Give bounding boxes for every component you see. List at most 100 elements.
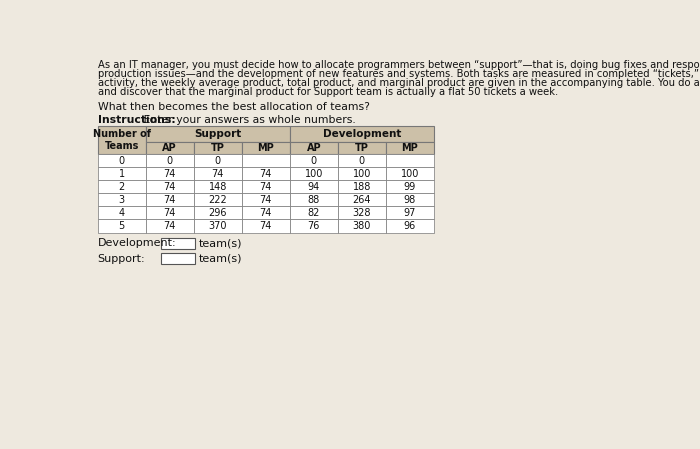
Bar <box>97 207 146 220</box>
Text: 0: 0 <box>167 155 173 166</box>
Bar <box>194 142 241 154</box>
Bar <box>194 154 241 167</box>
Text: MP: MP <box>402 143 419 153</box>
Text: 0: 0 <box>215 155 220 166</box>
Text: Development:: Development: <box>97 238 176 248</box>
Bar <box>146 220 194 233</box>
Text: 4: 4 <box>118 208 125 218</box>
Bar <box>338 220 386 233</box>
Text: 97: 97 <box>404 208 416 218</box>
Text: Enter your answers as whole numbers.: Enter your answers as whole numbers. <box>140 115 356 125</box>
Bar <box>386 220 434 233</box>
Bar <box>194 220 241 233</box>
Bar <box>290 207 338 220</box>
Text: 100: 100 <box>353 169 371 179</box>
Text: 100: 100 <box>304 169 323 179</box>
Text: TP: TP <box>355 143 369 153</box>
Text: 74: 74 <box>260 182 272 192</box>
Text: 0: 0 <box>359 155 365 166</box>
Bar <box>290 167 338 180</box>
Text: Instructions:: Instructions: <box>97 115 175 125</box>
Bar <box>161 253 195 264</box>
Text: 96: 96 <box>404 221 416 231</box>
Text: 74: 74 <box>164 221 176 231</box>
Bar <box>146 193 194 207</box>
Text: activity, the weekly average product, total product, and marginal product are gi: activity, the weekly average product, to… <box>97 78 700 88</box>
Text: Development: Development <box>323 129 401 139</box>
Text: 188: 188 <box>353 182 371 192</box>
Text: 3: 3 <box>118 195 125 205</box>
Bar <box>241 207 290 220</box>
Bar <box>241 180 290 193</box>
Text: 74: 74 <box>260 195 272 205</box>
Text: Support: Support <box>194 129 241 139</box>
Bar <box>241 220 290 233</box>
Bar <box>241 167 290 180</box>
Text: 74: 74 <box>164 195 176 205</box>
Text: 74: 74 <box>164 169 176 179</box>
Bar <box>290 126 434 142</box>
Text: 0: 0 <box>311 155 317 166</box>
Text: 1: 1 <box>118 169 125 179</box>
Bar <box>290 220 338 233</box>
Bar <box>338 207 386 220</box>
Bar <box>194 167 241 180</box>
Text: 5: 5 <box>118 221 125 231</box>
Bar <box>338 154 386 167</box>
Text: 98: 98 <box>404 195 416 205</box>
Bar <box>338 193 386 207</box>
Text: 0: 0 <box>118 155 125 166</box>
Text: TP: TP <box>211 143 225 153</box>
Text: 370: 370 <box>209 221 227 231</box>
Bar <box>97 220 146 233</box>
Text: 2: 2 <box>118 182 125 192</box>
Text: 74: 74 <box>164 208 176 218</box>
Bar <box>97 167 146 180</box>
Text: team(s): team(s) <box>199 254 243 264</box>
Bar <box>338 180 386 193</box>
Bar <box>97 154 146 167</box>
Text: 264: 264 <box>353 195 371 205</box>
Bar <box>290 193 338 207</box>
Text: and discover that the marginal product for Support team is actually a flat 50 ti: and discover that the marginal product f… <box>97 87 558 97</box>
Bar <box>386 193 434 207</box>
Bar <box>386 154 434 167</box>
Bar <box>146 167 194 180</box>
Bar <box>338 142 386 154</box>
Bar <box>194 180 241 193</box>
Bar <box>161 238 195 249</box>
Text: team(s): team(s) <box>199 238 243 248</box>
Text: As an IT manager, you must decide how to allocate programmers between “support”—: As an IT manager, you must decide how to… <box>97 60 700 70</box>
Bar <box>146 180 194 193</box>
Bar <box>97 180 146 193</box>
Bar <box>241 142 290 154</box>
Text: AP: AP <box>307 143 321 153</box>
Text: MP: MP <box>258 143 274 153</box>
Bar <box>338 167 386 180</box>
Text: 74: 74 <box>211 169 224 179</box>
Bar <box>386 207 434 220</box>
Text: 74: 74 <box>164 182 176 192</box>
Bar <box>241 193 290 207</box>
Text: 82: 82 <box>307 208 320 218</box>
Text: 88: 88 <box>308 195 320 205</box>
Bar <box>386 167 434 180</box>
Bar <box>194 193 241 207</box>
Bar <box>146 207 194 220</box>
Bar <box>194 207 241 220</box>
Text: What then becomes the best allocation of teams?: What then becomes the best allocation of… <box>97 101 370 112</box>
Text: AP: AP <box>162 143 177 153</box>
Text: 148: 148 <box>209 182 227 192</box>
Text: Support:: Support: <box>97 254 145 264</box>
Bar <box>146 142 194 154</box>
Text: 222: 222 <box>209 195 227 205</box>
Text: 99: 99 <box>404 182 416 192</box>
Text: 296: 296 <box>209 208 227 218</box>
Bar <box>146 126 290 142</box>
Bar <box>97 126 146 154</box>
Text: 328: 328 <box>353 208 371 218</box>
Text: 94: 94 <box>308 182 320 192</box>
Bar <box>146 154 194 167</box>
Bar <box>290 142 338 154</box>
Text: 74: 74 <box>260 221 272 231</box>
